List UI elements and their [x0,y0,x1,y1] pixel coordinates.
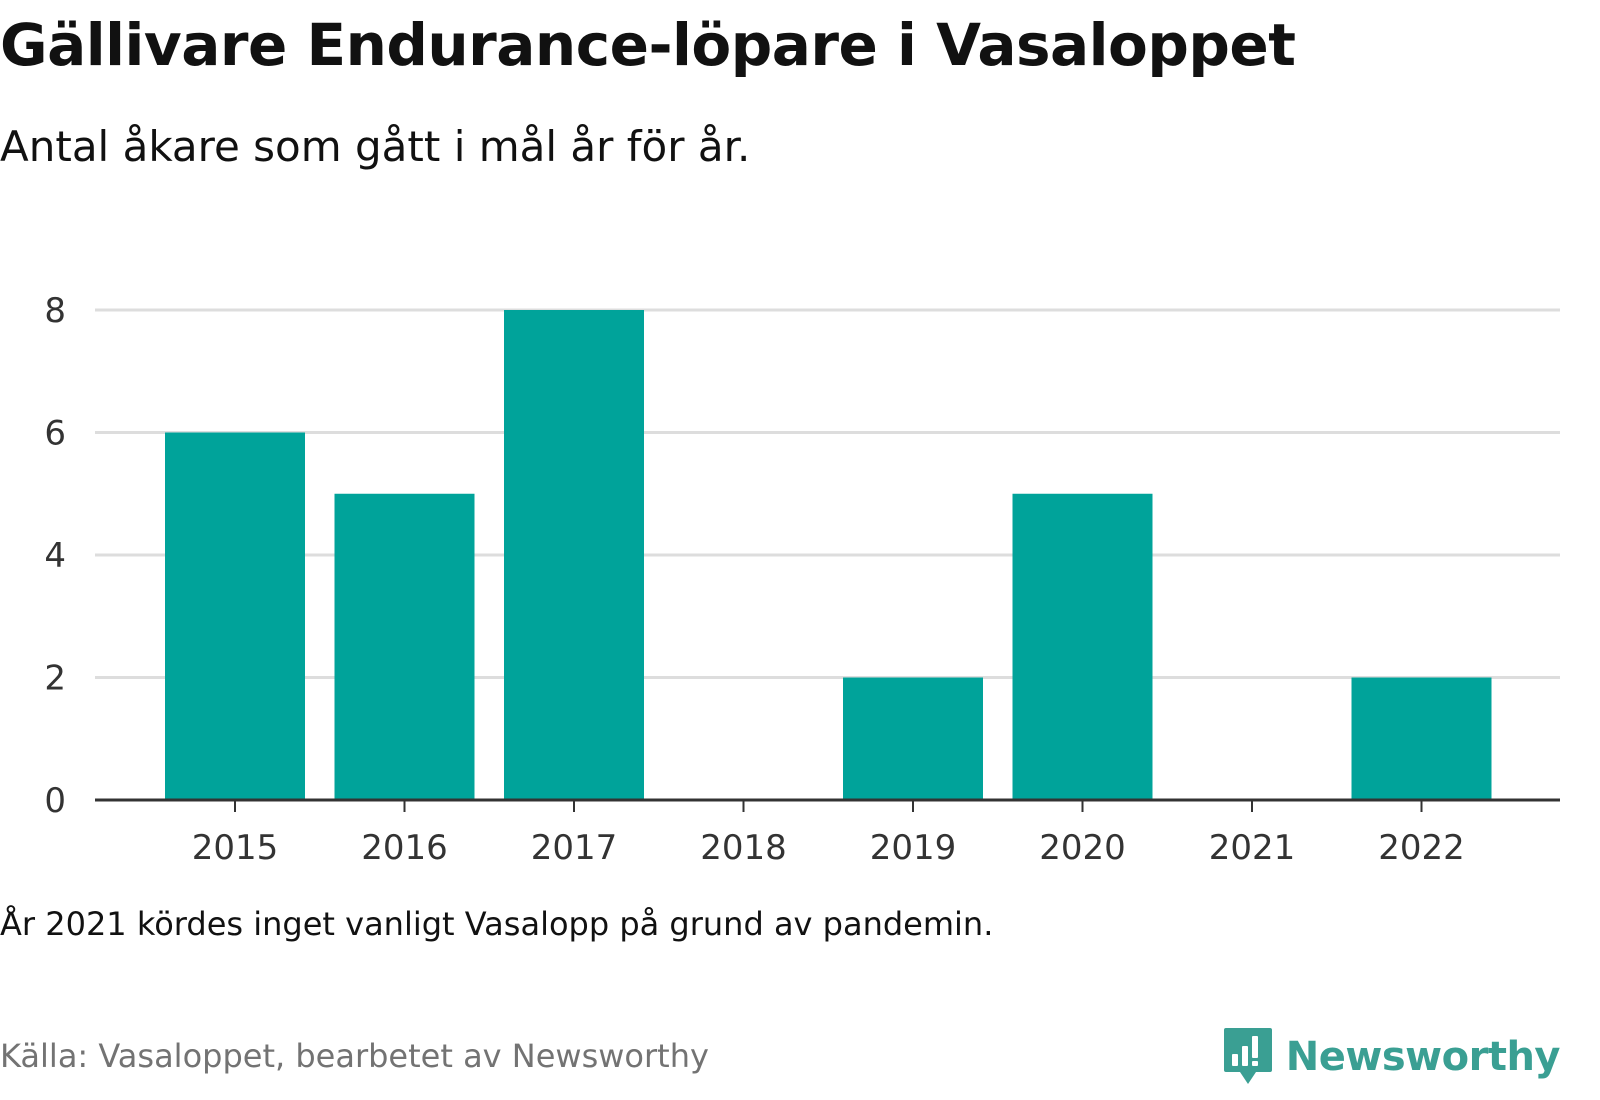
footnote: År 2021 kördes inget vanligt Vasalopp på… [0,905,994,943]
grid-lines [95,308,1560,679]
x-tick-labels: 2015 2016 2017 2018 2019 2020 2021 2022 [192,828,1465,868]
bar-2016 [334,493,475,800]
source-credit: Källa: Vasaloppet, bearbetet av Newswort… [0,1037,709,1075]
x-tick-label: 2016 [361,828,448,868]
x-tick-label: 2018 [700,828,787,868]
x-tick-label: 2020 [1039,828,1126,868]
y-tick-label: 6 [44,414,66,454]
y-tick-label: 2 [44,659,66,699]
brand-name: Newsworthy [1285,1034,1561,1080]
x-tick-label: 2022 [1378,828,1465,868]
x-tick-label: 2015 [192,828,279,868]
y-tick-labels: 0 2 4 6 8 [44,291,66,821]
x-tick-label: 2021 [1209,828,1296,868]
bar-2015 [165,432,305,800]
y-tick-label: 8 [44,291,66,331]
chart-subtitle: Antal åkare som gått i mål år för år. [0,122,751,171]
newsworthy-logo-icon [1223,1028,1272,1084]
bar-2020 [1012,493,1153,800]
bar-2017 [504,310,644,800]
bar-2022 [1351,677,1492,800]
chart-title: Gällivare Endurance-löpare i Vasaloppet [0,11,1296,79]
x-tick-label: 2019 [870,828,957,868]
bars [165,310,1492,800]
axes [95,798,1560,812]
y-tick-label: 0 [44,781,66,821]
y-tick-label: 4 [44,536,66,576]
bar-2019 [843,677,983,800]
x-tick-label: 2017 [531,828,618,868]
brand-logo: Newsworthy [1222,1026,1561,1088]
